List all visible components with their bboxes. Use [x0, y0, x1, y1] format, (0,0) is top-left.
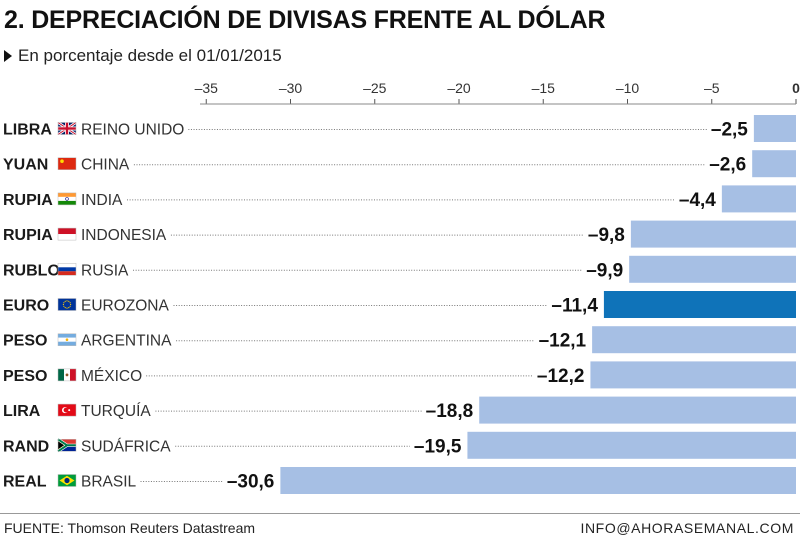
- currency-label: RUPIA: [3, 192, 53, 209]
- footer-contact: INFO@AHORASEMANAL.COM: [580, 520, 794, 536]
- currency-label: LIBRA: [3, 122, 52, 139]
- bar-row: RUPIA INDONESIA –9,8: [3, 220, 796, 248]
- currency-label: LIRA: [3, 403, 41, 420]
- value-label: –9,9: [586, 260, 623, 281]
- country-label: EUROZONA: [81, 298, 170, 315]
- india-flag-icon: [57, 192, 77, 206]
- value-label: –4,4: [679, 190, 716, 211]
- brazil-flag-icon: [57, 474, 77, 487]
- currency-label: PESO: [3, 333, 47, 350]
- value-label: –12,2: [537, 366, 585, 387]
- bar-row: PESO MÉXICO –12,2: [3, 361, 796, 389]
- bar: [753, 115, 796, 142]
- currency-label: RUBLO: [3, 262, 60, 279]
- footer-divider: [0, 513, 800, 514]
- x-tick-label: –15: [532, 80, 556, 96]
- subtitle-text: En porcentaje desde el 01/01/2015: [18, 46, 282, 65]
- value-label: –2,5: [711, 120, 748, 141]
- chart-title: 2. DEPRECIACIÓN DE DIVISAS FRENTE AL DÓL…: [4, 6, 606, 34]
- bar-row: RUPIA INDIA –4,4: [3, 185, 796, 213]
- x-tick-label: –25: [363, 80, 387, 96]
- argentina-flag-icon: [57, 333, 77, 346]
- value-label: –18,8: [426, 401, 474, 422]
- chart-subtitle: En porcentaje desde el 01/01/2015: [4, 46, 282, 66]
- bar: [721, 185, 796, 213]
- bar: [630, 220, 796, 248]
- country-label: INDIA: [81, 192, 123, 209]
- x-tick-label: –10: [616, 80, 640, 96]
- bar-row: LIBRA REINO UNIDO –2,5: [3, 115, 796, 142]
- x-tick-label: –5: [704, 80, 720, 96]
- bar: [629, 255, 796, 283]
- x-tick-label: –20: [447, 80, 471, 96]
- bar: [590, 361, 796, 389]
- footer-source: FUENTE: Thomson Reuters Datastream: [4, 520, 256, 536]
- country-label: CHINA: [81, 157, 130, 174]
- country-label: SUDÁFRICA: [81, 438, 171, 455]
- indonesia-flag-icon: [57, 227, 77, 241]
- china-flag-icon: [57, 157, 77, 170]
- currency-label: EURO: [3, 298, 49, 315]
- country-label: BRASIL: [81, 474, 137, 491]
- bar: [467, 431, 796, 459]
- uk-flag-icon: [57, 121, 77, 136]
- country-label: REINO UNIDO: [81, 122, 184, 139]
- currency-label: PESO: [3, 368, 47, 385]
- x-tick-label: –35: [195, 80, 219, 96]
- x-tick-label: 0: [792, 80, 800, 96]
- country-label: ARGENTINA: [81, 333, 172, 350]
- currency-label: RAND: [3, 438, 49, 455]
- mexico-flag-icon: [57, 368, 77, 382]
- bar: [479, 396, 796, 424]
- bar-row: LIRA TURQUÍA –18,8: [3, 396, 796, 424]
- value-label: –11,4: [551, 296, 598, 317]
- country-label: MÉXICO: [81, 368, 142, 385]
- country-label: RUSIA: [81, 262, 129, 279]
- value-label: –2,6: [709, 155, 746, 176]
- value-label: –9,8: [588, 225, 625, 246]
- south-africa-flag-icon: [57, 437, 77, 453]
- russia-flag-icon: [57, 263, 77, 276]
- x-tick-label: –30: [279, 80, 303, 96]
- bar-chart: –35 –30 –25 –20 –15 –10 –5 0 LIBRA REINO UNIDO –2,…: [3, 80, 800, 494]
- bar-row: YUAN CHINA –2,6: [3, 150, 796, 178]
- bar: [280, 467, 796, 494]
- currency-label: RUPIA: [3, 227, 53, 244]
- eu-flag-icon: [57, 298, 77, 311]
- country-label: INDONESIA: [81, 227, 167, 244]
- bar-row: RUBLO RUSIA –9,9: [3, 255, 796, 283]
- turkey-flag-icon: [57, 403, 77, 417]
- bar-row: REAL BRASIL –30,6: [3, 467, 796, 494]
- country-label: TURQUÍA: [81, 403, 151, 420]
- value-label: –12,1: [539, 331, 587, 352]
- bar: [603, 291, 796, 318]
- bar: [592, 326, 796, 354]
- bar: [752, 150, 796, 178]
- currency-label: REAL: [3, 474, 47, 491]
- bar-row: EURO EUROZONA –11,4: [3, 291, 796, 318]
- play-triangle-icon: [4, 50, 12, 62]
- value-label: –19,5: [414, 436, 462, 457]
- currency-label: YUAN: [3, 157, 48, 174]
- value-label: –30,6: [227, 472, 275, 493]
- bar-row: RAND SUDÁFRICA –19,5: [3, 431, 796, 459]
- bar-row: PESO ARGENTINA –12,1: [3, 326, 796, 354]
